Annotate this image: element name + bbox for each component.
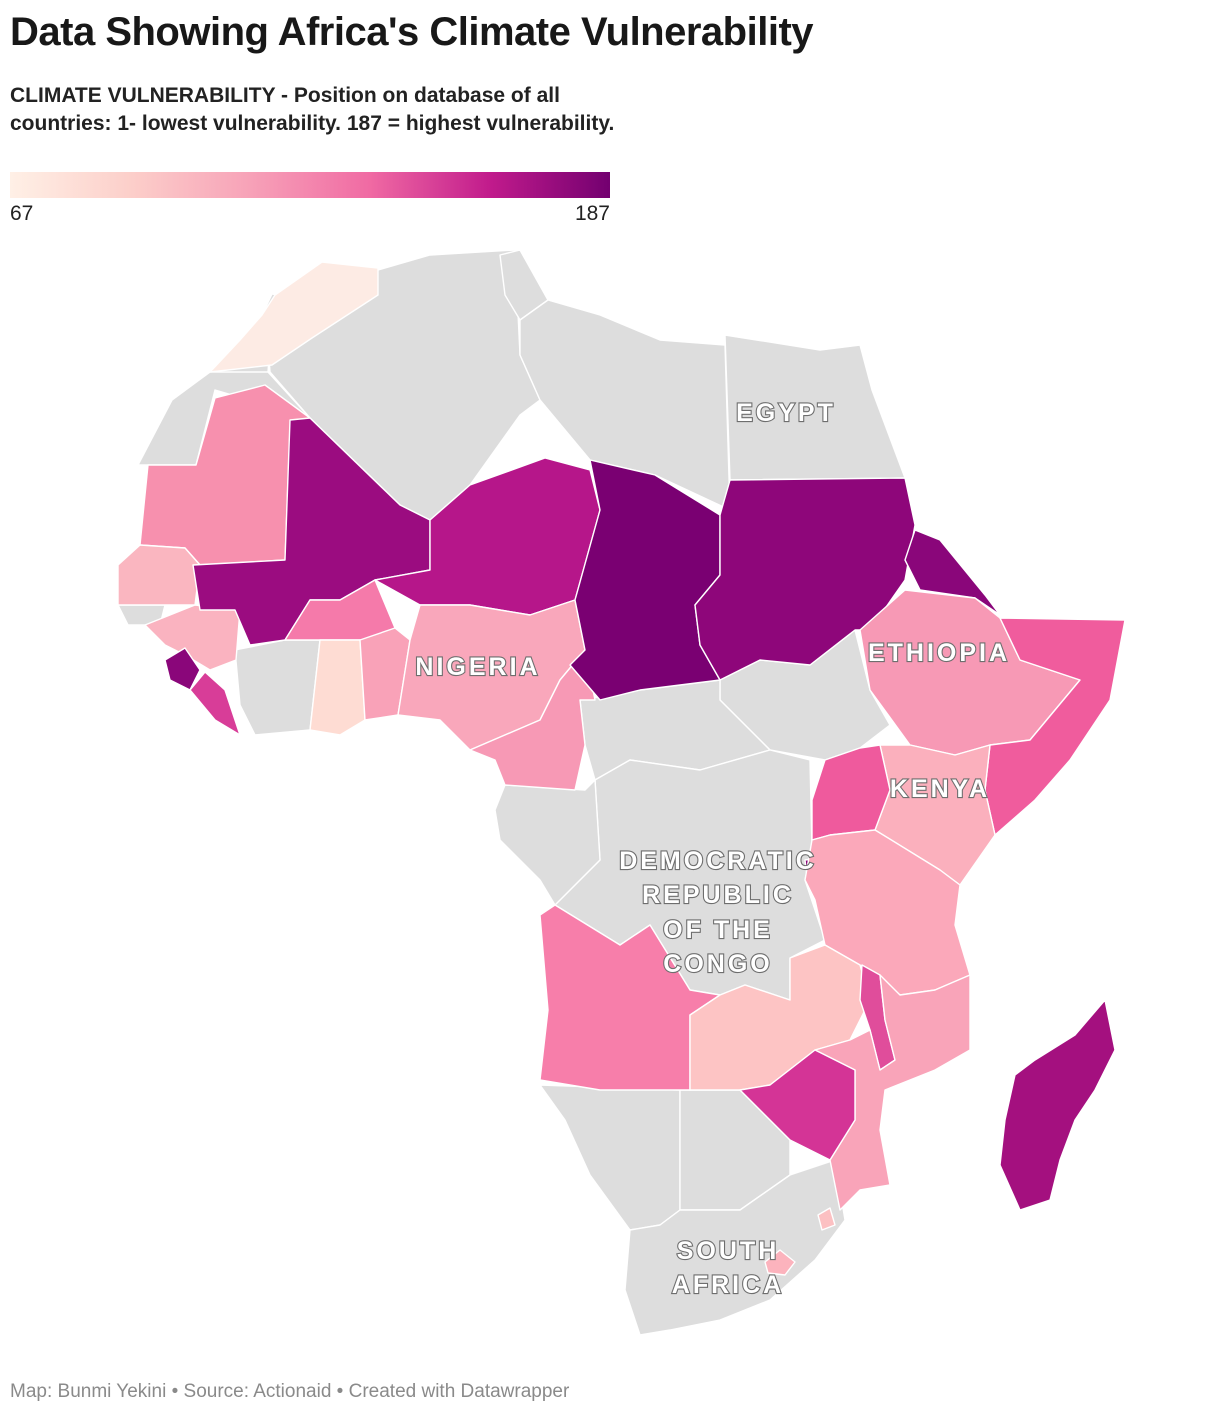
map-labels: EGYPT ETHIOPIA NIGERIA KENYA DEMOCRATIC …	[414, 398, 1010, 1300]
legend-min-label: 67	[10, 202, 34, 225]
data-countries	[117, 261, 1126, 1276]
country-south-africa[interactable]	[624, 1159, 846, 1336]
country-eritrea[interactable]	[904, 529, 1001, 616]
country-madagascar[interactable]	[999, 999, 1116, 1211]
country-cote-divoire[interactable]	[234, 639, 321, 736]
country-cameroon[interactable]	[469, 649, 596, 791]
label-drc-line3: OF THE	[663, 916, 773, 944]
label-south-africa-line2: AFRICA	[672, 1271, 784, 1299]
country-namibia[interactable]	[539, 1084, 681, 1231]
label-ethiopia: ETHIOPIA	[868, 639, 1010, 667]
label-drc-line2: REPUBLIC	[642, 881, 794, 909]
country-ghana[interactable]	[309, 639, 366, 736]
label-drc-line4: CONGO	[663, 950, 772, 978]
country-sierra-leone[interactable]	[164, 647, 201, 691]
country-liberia[interactable]	[189, 671, 241, 736]
label-egypt: EGYPT	[736, 399, 836, 427]
country-zimbabwe[interactable]	[739, 1049, 856, 1161]
label-south-africa-line1: SOUTH	[677, 1237, 780, 1265]
source-footer: Map: Bunmi Yekini • Source: Actionaid • …	[10, 1381, 570, 1402]
label-nigeria: NIGERIA	[415, 653, 540, 681]
label-kenya: KENYA	[890, 775, 990, 803]
country-morocco[interactable]	[209, 261, 379, 373]
africa-map-svg: EGYPT ETHIOPIA NIGERIA KENYA DEMOCRATIC …	[117, 249, 1126, 1336]
legend-max-label: 187	[574, 202, 610, 225]
country-senegal[interactable]	[117, 544, 201, 606]
africa-map: EGYPT ETHIOPIA NIGERIA KENYA DEMOCRATIC …	[0, 240, 1220, 1350]
label-drc-line1: DEMOCRATIC	[619, 847, 817, 875]
no-data-countries	[117, 249, 906, 1336]
country-swaziland[interactable]	[817, 1207, 836, 1231]
chart-subtitle: CLIMATE VULNERABILITY - Position on data…	[10, 84, 615, 135]
country-mozambique[interactable]	[814, 974, 971, 1211]
color-legend: 67 187	[10, 172, 610, 228]
chart-title: Data Showing Africa's Climate Vulnerabil…	[10, 10, 814, 54]
legend-gradient-bar	[10, 172, 610, 198]
country-lesotho[interactable]	[764, 1249, 796, 1276]
